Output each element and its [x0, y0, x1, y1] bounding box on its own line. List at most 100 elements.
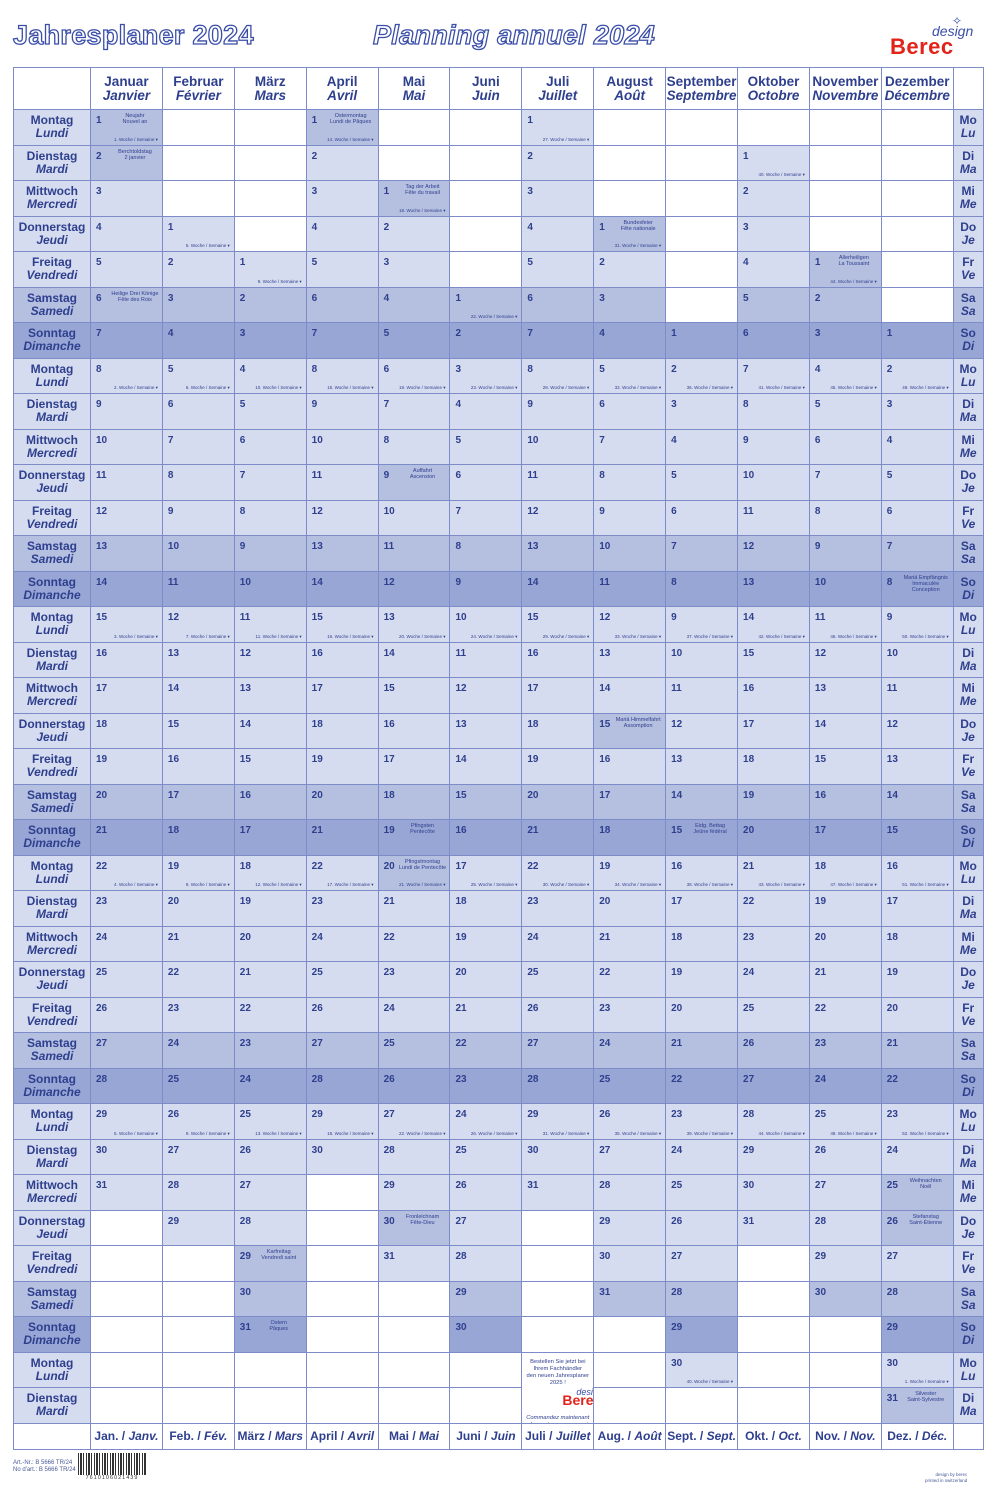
day-cell[interactable]: 10: [521, 428, 595, 465]
day-cell[interactable]: 16: [305, 641, 379, 678]
day-cell[interactable]: 26: [737, 1032, 810, 1069]
day-cell[interactable]: 18: [737, 748, 810, 785]
day-cell[interactable]: 1 22. Woche / Semaine ▾: [449, 286, 523, 323]
day-cell[interactable]: 28: [665, 1280, 739, 1317]
day-cell[interactable]: 12: [521, 499, 595, 536]
day-cell[interactable]: 25: [521, 961, 595, 998]
day-cell[interactable]: 6: [305, 286, 379, 323]
day-cell[interactable]: 6: [161, 393, 235, 430]
day-cell[interactable]: 24: [161, 1032, 235, 1069]
day-cell[interactable]: 24 26. Woche / Semaine ▾: [449, 1103, 523, 1140]
day-cell[interactable]: 12: [449, 677, 523, 714]
day-cell[interactable]: 11: [521, 464, 595, 501]
day-cell[interactable]: 31: [521, 1174, 595, 1211]
day-cell[interactable]: 12: [665, 712, 739, 749]
day-cell[interactable]: 22: [449, 1032, 523, 1069]
day-cell[interactable]: 8 Mariä Empfängnis Immaculée Conception: [880, 570, 954, 607]
day-cell[interactable]: 28: [593, 1174, 667, 1211]
day-cell[interactable]: 13: [521, 535, 595, 572]
day-cell[interactable]: 3: [305, 180, 379, 217]
day-cell[interactable]: 25: [449, 1138, 523, 1175]
day-cell[interactable]: 16: [161, 748, 235, 785]
day-cell[interactable]: 6: [737, 322, 810, 359]
day-cell[interactable]: 6: [449, 464, 523, 501]
day-cell[interactable]: 11: [593, 570, 667, 607]
day-cell[interactable]: 16: [377, 712, 451, 749]
day-cell[interactable]: 23: [737, 925, 810, 962]
day-cell[interactable]: 18: [593, 819, 667, 856]
day-cell[interactable]: 14 42. Woche / Semaine ▾: [737, 606, 810, 643]
day-cell[interactable]: 7: [808, 464, 882, 501]
day-cell[interactable]: 20: [665, 996, 739, 1033]
day-cell[interactable]: 26 9. Woche / Semaine ▾: [161, 1103, 235, 1140]
day-cell[interactable]: 29: [593, 1209, 667, 1246]
day-cell[interactable]: 2: [377, 215, 451, 252]
day-cell[interactable]: 29 Karfreitag Vendredi saint: [233, 1245, 307, 1282]
day-cell[interactable]: 10: [233, 570, 307, 607]
day-cell[interactable]: 2: [449, 322, 523, 359]
day-cell[interactable]: 22: [808, 996, 882, 1033]
day-cell[interactable]: 25: [737, 996, 810, 1033]
day-cell[interactable]: 4: [90, 215, 163, 252]
day-cell[interactable]: 17: [377, 748, 451, 785]
day-cell[interactable]: 9 37. Woche / Semaine ▾: [665, 606, 739, 643]
day-cell[interactable]: 5 32. Woche / Semaine ▾: [593, 357, 667, 394]
day-cell[interactable]: 8: [161, 464, 235, 501]
day-cell[interactable]: 13: [449, 712, 523, 749]
day-cell[interactable]: 21: [377, 890, 451, 927]
day-cell[interactable]: 26: [808, 1138, 882, 1175]
day-cell[interactable]: 27: [521, 1032, 595, 1069]
day-cell[interactable]: 24: [737, 961, 810, 998]
day-cell[interactable]: 27: [737, 1067, 810, 1104]
day-cell[interactable]: 21: [90, 819, 163, 856]
day-cell[interactable]: 22: [233, 996, 307, 1033]
day-cell[interactable]: 22: [665, 1067, 739, 1104]
day-cell[interactable]: 23: [521, 890, 595, 927]
day-cell[interactable]: 7: [377, 393, 451, 430]
day-cell[interactable]: 23: [161, 996, 235, 1033]
day-cell[interactable]: 12: [233, 641, 307, 678]
day-cell[interactable]: 26 Stefanstag Saint-Étienne: [880, 1209, 954, 1246]
day-cell[interactable]: 29: [449, 1280, 523, 1317]
day-cell[interactable]: 13: [90, 535, 163, 572]
day-cell[interactable]: 17: [665, 890, 739, 927]
day-cell[interactable]: 19: [305, 748, 379, 785]
day-cell[interactable]: 23: [377, 961, 451, 998]
day-cell[interactable]: 14: [521, 570, 595, 607]
day-cell[interactable]: 1 9. Woche / Semaine ▾: [233, 251, 307, 288]
day-cell[interactable]: 5: [737, 286, 810, 323]
day-cell[interactable]: 28: [161, 1174, 235, 1211]
day-cell[interactable]: 18: [377, 783, 451, 820]
day-cell[interactable]: 21: [233, 961, 307, 998]
day-cell[interactable]: 4 10. Woche / Semaine ▾: [233, 357, 307, 394]
day-cell[interactable]: 23: [305, 890, 379, 927]
day-cell[interactable]: 7: [521, 322, 595, 359]
day-cell[interactable]: 22: [880, 1067, 954, 1104]
day-cell[interactable]: 9: [808, 535, 882, 572]
day-cell[interactable]: 5: [449, 428, 523, 465]
day-cell[interactable]: 26: [233, 1138, 307, 1175]
day-cell[interactable]: 27: [233, 1174, 307, 1211]
day-cell[interactable]: 18: [880, 925, 954, 962]
day-cell[interactable]: 10: [90, 428, 163, 465]
day-cell[interactable]: 30: [737, 1174, 810, 1211]
day-cell[interactable]: 3: [880, 393, 954, 430]
day-cell[interactable]: 29: [737, 1138, 810, 1175]
day-cell[interactable]: 3: [377, 251, 451, 288]
day-cell[interactable]: 2: [305, 144, 379, 181]
day-cell[interactable]: 6 19. Woche / Semaine ▾: [377, 357, 451, 394]
day-cell[interactable]: 19: [665, 961, 739, 998]
day-cell[interactable]: 4: [161, 322, 235, 359]
day-cell[interactable]: 23 52. Woche / Semaine ▾: [880, 1103, 954, 1140]
day-cell[interactable]: 5: [90, 251, 163, 288]
day-cell[interactable]: 15: [377, 677, 451, 714]
day-cell[interactable]: 19: [737, 783, 810, 820]
day-cell[interactable]: 3: [593, 286, 667, 323]
day-cell[interactable]: 10 24. Woche / Semaine ▾: [449, 606, 523, 643]
day-cell[interactable]: 16 38. Woche / Semaine ▾: [665, 854, 739, 891]
day-cell[interactable]: 27: [449, 1209, 523, 1246]
day-cell[interactable]: 1 Bundesfeier Fête nationale 31. Woche / Se…: [593, 215, 667, 252]
day-cell[interactable]: 11: [161, 570, 235, 607]
day-cell[interactable]: 17: [808, 819, 882, 856]
day-cell[interactable]: 14: [377, 641, 451, 678]
